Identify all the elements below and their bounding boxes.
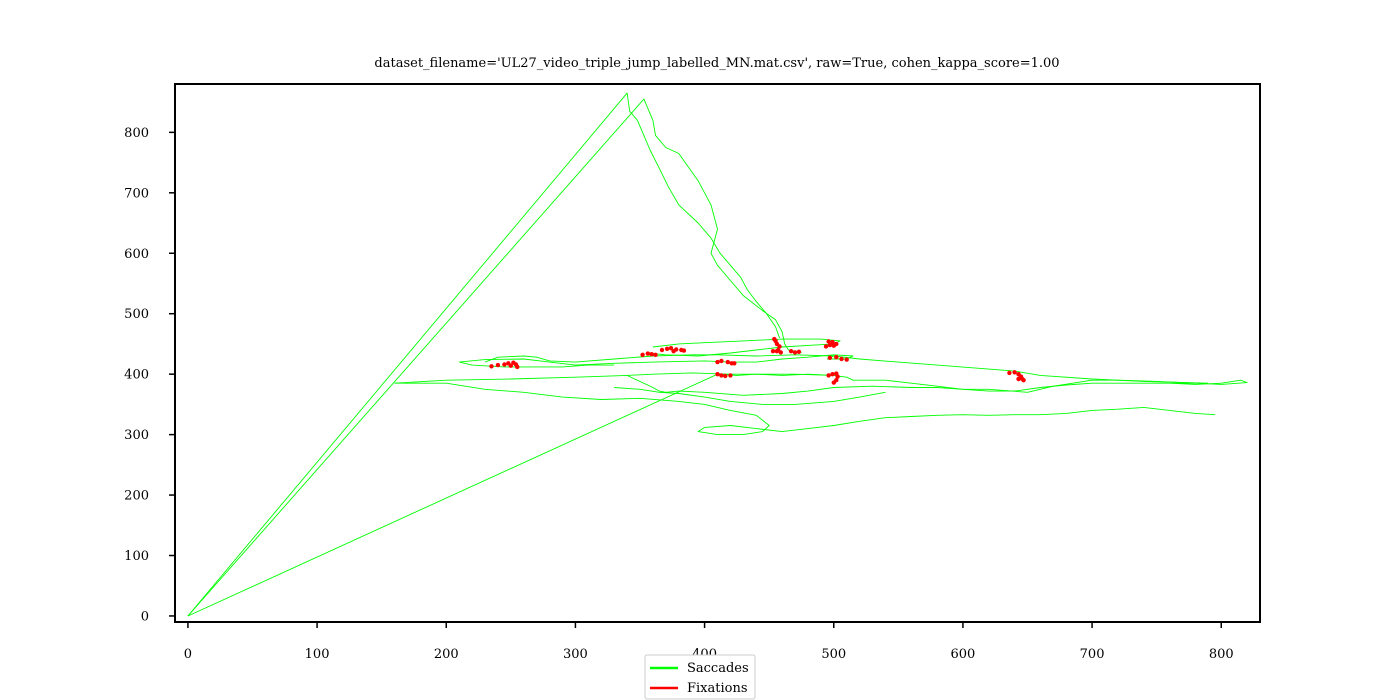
legend: Saccades Fixations <box>644 654 756 700</box>
fixation-point <box>645 351 650 356</box>
fixation-point <box>653 352 658 357</box>
fixation-point <box>723 373 728 379</box>
saccade-path <box>187 92 638 617</box>
fixation-point <box>777 344 782 349</box>
saccade-path <box>394 382 1216 436</box>
x-tick-label: 100 <box>305 647 330 662</box>
fixation-point <box>826 373 831 378</box>
saccade-path <box>394 372 834 384</box>
x-tick-label: 200 <box>434 647 459 662</box>
fixation-point <box>774 349 780 354</box>
saccade-path <box>459 361 615 368</box>
fixation-point <box>770 349 776 354</box>
fixation-point <box>715 359 720 365</box>
y-axis: 0 100 200 300 400 500 600 700 800 <box>124 126 175 624</box>
fixation-point <box>830 339 835 345</box>
fixation-point <box>515 364 520 370</box>
x-tick-label: 600 <box>951 647 976 662</box>
y-tick-label: 700 <box>124 186 149 201</box>
y-tick-label: 200 <box>124 489 149 504</box>
fixation-point <box>502 362 507 367</box>
y-tick-label: 300 <box>124 428 149 443</box>
x-tick-label: 500 <box>821 647 846 662</box>
fixation-point <box>839 356 844 362</box>
saccade-path <box>614 387 886 405</box>
y-tick-label: 400 <box>124 368 149 383</box>
fixation-point <box>732 361 737 366</box>
saccade-path <box>636 120 780 339</box>
saccade-path <box>484 354 1209 384</box>
x-tick-label: 0 <box>184 647 192 662</box>
legend-label-saccades: Saccades <box>687 661 749 676</box>
plot-area <box>187 92 1248 617</box>
fixation-point <box>649 352 654 357</box>
fixation-point <box>681 348 687 353</box>
fixation-point <box>827 342 833 348</box>
fixation-point <box>1012 370 1017 375</box>
fixation-point <box>640 352 645 357</box>
fixation-point <box>719 373 724 378</box>
fixation-point <box>674 347 679 352</box>
fixation-point <box>792 350 798 355</box>
fixation-point <box>489 364 494 369</box>
saccade-path <box>187 373 1248 617</box>
fixation-point <box>1007 370 1012 376</box>
fixation-point <box>495 362 501 368</box>
fixation-point <box>508 363 513 368</box>
fixation-point <box>719 358 724 364</box>
fixation-point <box>664 346 670 351</box>
y-tick-label: 800 <box>124 126 149 141</box>
saccade-path <box>187 98 802 617</box>
x-tick-label: 800 <box>1209 647 1234 662</box>
chart-title: dataset_filename='UL27_video_triple_jump… <box>374 56 1059 71</box>
fixation-point <box>725 359 730 365</box>
y-tick-label: 600 <box>124 247 149 262</box>
fixation-point <box>1021 378 1026 383</box>
fixation-point <box>834 355 839 360</box>
fixation-point <box>826 339 831 344</box>
fixation-point <box>728 373 733 378</box>
y-tick-label: 100 <box>124 549 149 564</box>
fixation-point <box>1016 376 1021 382</box>
x-tick-label: 700 <box>1080 647 1105 662</box>
fixation-point <box>668 346 674 351</box>
fixation-point <box>659 347 665 353</box>
fixation-point <box>788 349 794 354</box>
x-tick-label: 300 <box>563 647 588 662</box>
fixation-point <box>823 344 829 349</box>
y-tick-label: 0 <box>141 609 149 624</box>
legend-label-fixations: Fixations <box>687 681 748 696</box>
fixation-point <box>835 374 840 379</box>
fixation-point <box>715 372 720 377</box>
plot-frame <box>174 83 1261 623</box>
fixation-point <box>796 349 802 354</box>
fixation-point <box>830 372 835 377</box>
fixation-point <box>834 341 839 347</box>
fixation-point <box>831 380 836 385</box>
fixation-point <box>844 357 849 362</box>
fixation-point <box>778 350 783 355</box>
y-tick-label: 500 <box>124 307 149 322</box>
fixation-point <box>827 355 833 360</box>
saccade-path <box>626 374 1196 396</box>
